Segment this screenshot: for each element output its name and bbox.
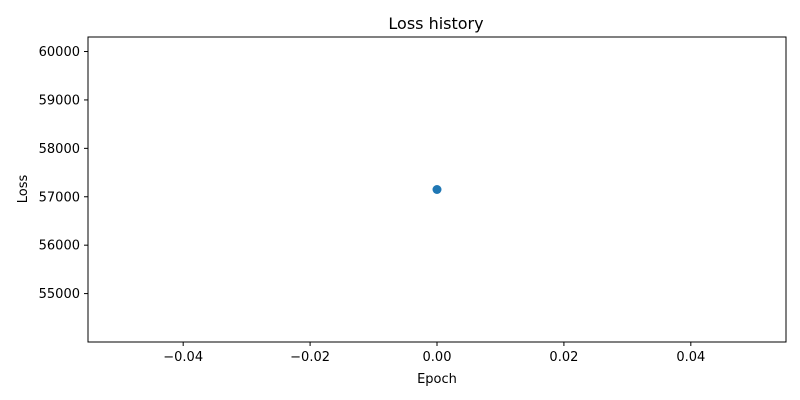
x-axis-label: Epoch <box>417 372 457 387</box>
plot-area <box>87 36 787 343</box>
chart-title: Loss history <box>388 14 483 33</box>
x-tick-label: −0.04 <box>163 350 203 365</box>
y-tick-label: 58000 <box>39 142 80 157</box>
y-axis-label: Loss <box>16 175 31 204</box>
x-tick-label: 0.00 <box>423 350 452 365</box>
x-tick-label: −0.02 <box>290 350 330 365</box>
y-tick-label: 56000 <box>39 239 80 254</box>
y-tick-label: 60000 <box>39 45 80 60</box>
y-tick-label: 57000 <box>39 190 80 205</box>
y-axis: 55000 56000 57000 58000 59000 60000 <box>39 45 88 302</box>
data-point <box>432 185 442 194</box>
y-tick-label: 59000 <box>39 93 80 108</box>
x-axis: −0.04 −0.02 0.00 0.02 0.04 <box>163 342 705 365</box>
data-marks <box>432 185 442 194</box>
y-tick-label: 55000 <box>39 287 80 302</box>
x-tick-label: 0.04 <box>676 350 705 365</box>
x-tick-label: 0.02 <box>549 350 578 365</box>
